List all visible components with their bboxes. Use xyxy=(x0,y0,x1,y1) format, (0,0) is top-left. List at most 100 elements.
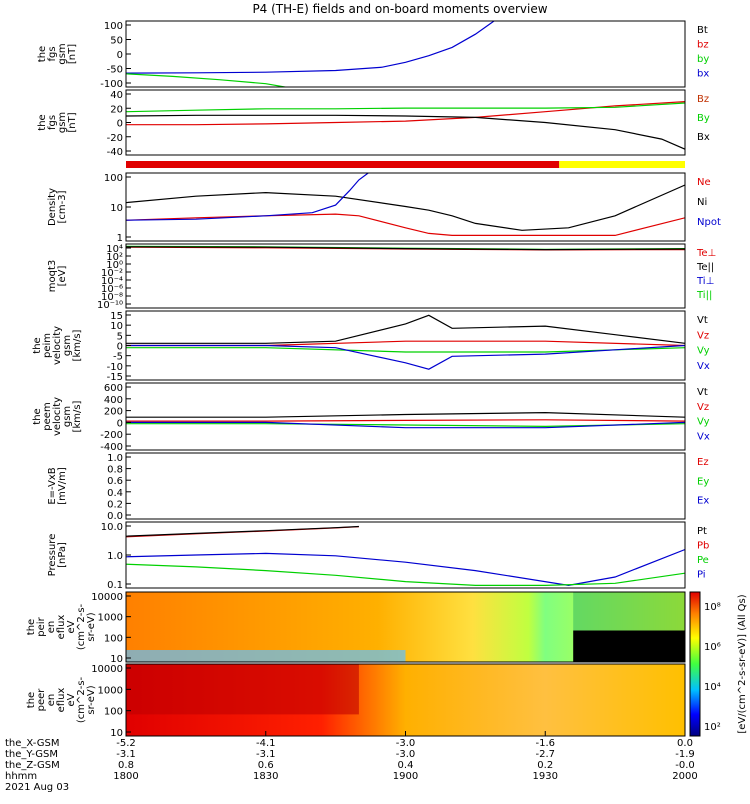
colorbar-gradient xyxy=(689,591,701,737)
panel-frame xyxy=(125,20,686,88)
legend-entry: Pt xyxy=(697,526,707,537)
y-tick-label: 10 xyxy=(110,321,123,332)
y-tick-label: 100 xyxy=(104,173,123,184)
series-ni-line xyxy=(126,184,685,231)
y-axis-label: [nT] xyxy=(67,44,78,64)
y-axis-label: en xyxy=(46,694,57,707)
legend-entry: Bt xyxy=(697,25,708,36)
y-axis-label: peir xyxy=(36,616,47,636)
y-axis-label: fgs xyxy=(47,115,58,130)
x-label-x-gsm: the_X-GSM xyxy=(5,738,59,749)
x-tick-label: -0.0 xyxy=(675,760,695,771)
y-tick-label: -40 xyxy=(107,147,123,158)
y-axis-label: gsm xyxy=(57,43,68,64)
x-axis-ticks: -5.2 -4.1 -3.0 -1.6 0.0 -3.1 -3.1 -3.0 -2.7 -1.9 0… xyxy=(113,731,698,782)
y-tick-label: 400 xyxy=(104,395,123,406)
y-axis-label: Pressure xyxy=(47,534,58,577)
series-tell-line xyxy=(126,246,685,251)
series-bx-line xyxy=(126,114,685,150)
x-tick-label: -3.1 xyxy=(116,749,136,760)
x-tick-label: 0.8 xyxy=(118,760,134,771)
x-tick-label: 1900 xyxy=(393,771,418,782)
y-tick-label: 15 xyxy=(110,311,123,322)
x-tick-label: -2.7 xyxy=(535,749,555,760)
series-bz-line xyxy=(126,101,685,126)
series-by-line xyxy=(126,73,289,87)
y-axis-label: [km/s] xyxy=(72,400,83,432)
legend-entry: By xyxy=(697,113,710,124)
y-axis-label: sr-eV) xyxy=(86,612,97,641)
legend-entry: Vy xyxy=(697,346,710,357)
y-tick-label: -400 xyxy=(100,442,123,453)
y-axis-label: (cm^2-s- xyxy=(76,603,87,650)
series-pe-line xyxy=(126,563,685,587)
series-pi-line xyxy=(126,548,685,587)
series-pt-line xyxy=(126,525,359,537)
y-tick-label: 10 xyxy=(110,654,123,665)
y-tick-label: 1.0 xyxy=(107,551,123,562)
x-date-label: 2021 Aug 03 xyxy=(5,782,69,793)
spectrogram-low-flux-region xyxy=(573,630,685,662)
panel-frame xyxy=(125,382,686,451)
y-axis-label: the xyxy=(26,619,37,635)
panel-11: 10000 1000 100 10 the peer en eflux eV (cm^2-s-sr… xyxy=(26,663,686,739)
legend-entry: bz xyxy=(697,40,709,51)
legend-entry: Vt xyxy=(697,387,708,398)
x-tick-label: 2000 xyxy=(672,771,697,782)
panel-1: 100 50 0 -50 -100 the fgs gsm [nT] Bt bz by bx xyxy=(37,20,709,90)
spectrogram-low-energy-band xyxy=(126,650,406,662)
y-tick-label: 0.8 xyxy=(107,465,123,476)
y-axis-label: peim xyxy=(42,333,53,358)
legend-entry: Bx xyxy=(697,132,710,143)
x-tick-label: -3.0 xyxy=(396,749,416,760)
y-tick-label: 20 xyxy=(110,104,123,115)
panel-4: 100 10 1 Density [cm-3] Ne Ni Npot xyxy=(47,172,721,244)
x-tick-label: 0.0 xyxy=(677,738,693,749)
y-axis-label: gsm xyxy=(62,406,73,427)
y-tick-label: 10 xyxy=(110,728,123,739)
series-npot-line xyxy=(126,173,369,221)
x-tick-label: -3.0 xyxy=(396,738,416,749)
legend-entry: Te|| xyxy=(696,262,714,273)
x-tick-label: 1800 xyxy=(113,771,138,782)
colorbar-tick-label: 10⁶ xyxy=(704,642,721,653)
y-tick-label: 0.2 xyxy=(107,499,123,510)
y-tick-label: 10⁻⁴ xyxy=(101,276,123,287)
x-tick-label: -1.9 xyxy=(675,749,695,760)
panel-8: 1.00.80.60.40.20.0 E=-VxB [mV/m] Ez Ey Ex xyxy=(47,452,709,522)
panel-3 xyxy=(126,161,685,168)
panel-frame xyxy=(125,243,686,309)
x-label-y-gsm: the_Y-GSM xyxy=(5,749,58,760)
y-axis-label: [eV] xyxy=(57,266,68,287)
y-axis-label: eV xyxy=(66,693,77,706)
y-tick-label: 0 xyxy=(117,119,123,130)
spectrogram-hot-band xyxy=(126,664,359,715)
y-tick-label: 10⁻⁶ xyxy=(101,284,123,295)
y-axis-label: E=-VxB xyxy=(47,467,58,504)
legend-entry: Vt xyxy=(697,315,708,326)
status-bar-segment-2 xyxy=(559,161,685,168)
y-tick-label: 0.1 xyxy=(107,580,123,591)
series-vx-line xyxy=(126,344,685,370)
legend-entry: Ex xyxy=(697,496,709,507)
y-tick-label: 0 xyxy=(117,50,123,61)
y-axis-label: the xyxy=(26,692,37,708)
legend-entry: Vx xyxy=(697,361,710,372)
panel-frame xyxy=(125,452,686,520)
legend-entry: Ez xyxy=(697,457,709,468)
legend-entry: Bz xyxy=(697,94,709,105)
panel-frame xyxy=(125,89,686,156)
y-axis-label: the xyxy=(37,114,48,130)
series-vt-line xyxy=(126,314,685,344)
y-tick-label: -10 xyxy=(107,362,123,373)
y-axis-label: peer xyxy=(36,688,47,712)
legend-entry: Te⊥ xyxy=(696,248,716,259)
colorbar-tick-label: 10² xyxy=(704,722,721,733)
y-axis-label: en xyxy=(46,621,57,634)
y-tick-label: 0.4 xyxy=(107,488,123,499)
x-tick-label: 0.4 xyxy=(398,760,414,771)
y-axis-label: the xyxy=(37,46,48,62)
legend-entry: Ti|| xyxy=(696,290,712,301)
